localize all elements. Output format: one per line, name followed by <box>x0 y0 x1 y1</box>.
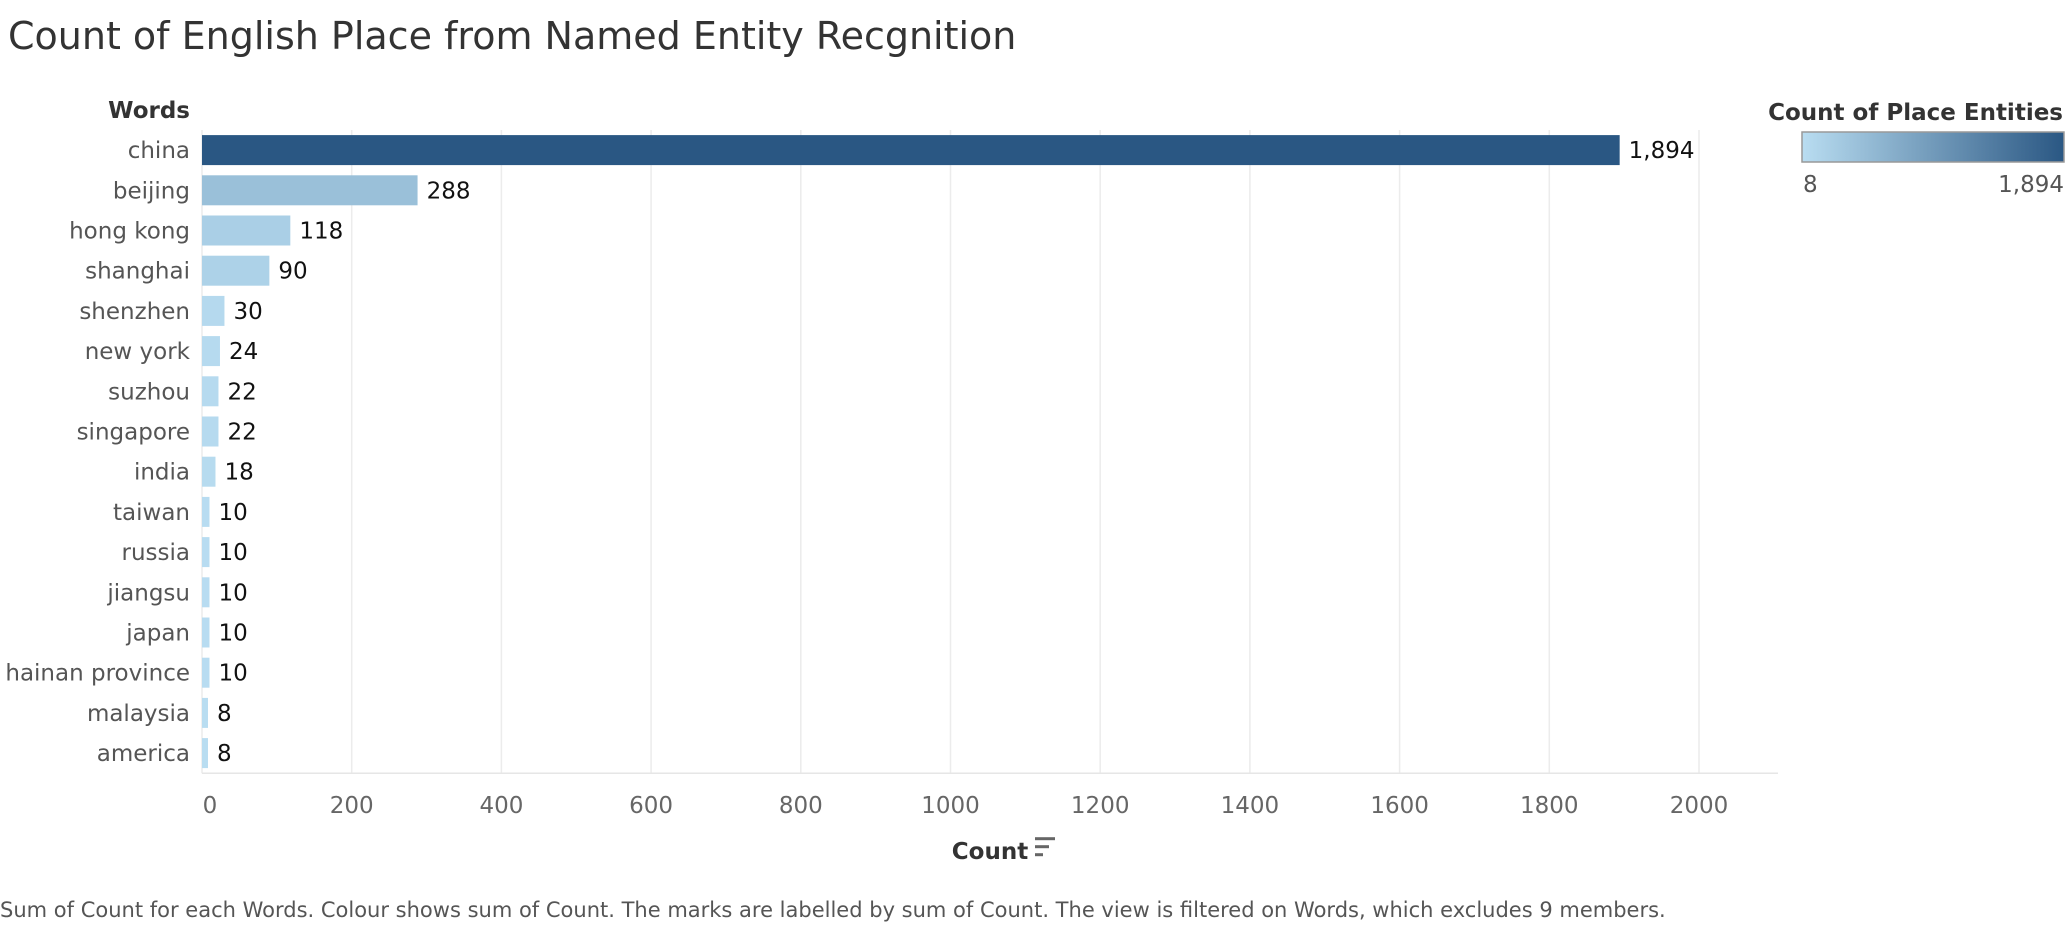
y-axis-title: Words <box>108 98 190 124</box>
category-label: hong kong <box>69 219 190 245</box>
category-label: hainan province <box>5 661 190 687</box>
data-label: 30 <box>233 299 262 325</box>
data-label: 1,894 <box>1629 138 1695 164</box>
legend-min-label: 8 <box>1803 172 1818 198</box>
bar[interactable] <box>202 416 219 447</box>
x-tick-label: 200 <box>330 793 374 819</box>
x-tick-label: 800 <box>779 793 823 819</box>
category-label: america <box>97 741 190 767</box>
bar[interactable] <box>202 738 208 769</box>
legend-color-ramp <box>1801 131 2065 163</box>
bar[interactable] <box>202 295 225 326</box>
x-tick-label: 2000 <box>1670 793 1729 819</box>
category-label: malaysia <box>87 701 190 727</box>
sort-descending-icon[interactable] <box>1035 837 1055 857</box>
bar[interactable] <box>202 336 220 367</box>
bar[interactable] <box>202 215 291 246</box>
x-tick-label: 400 <box>479 793 523 819</box>
bar[interactable] <box>202 175 418 206</box>
category-label: japan <box>125 621 190 647</box>
category-label: singapore <box>77 420 190 446</box>
category-label: new york <box>85 339 191 365</box>
bar[interactable] <box>202 617 210 648</box>
bar[interactable] <box>202 537 210 568</box>
bar[interactable] <box>202 496 210 527</box>
chart-title: Count of English Place from Named Entity… <box>8 14 1017 58</box>
category-label: jiangsu <box>106 580 190 606</box>
x-tick-label: 1200 <box>1071 793 1130 819</box>
x-tick-label: 1800 <box>1520 793 1579 819</box>
category-label: suzhou <box>108 379 190 405</box>
data-label: 10 <box>218 540 247 566</box>
chart-caption: Sum of Count for each Words. Colour show… <box>0 898 1666 922</box>
data-label: 288 <box>427 178 471 204</box>
bar[interactable] <box>202 577 210 608</box>
category-label: india <box>134 460 190 486</box>
category-label: beijing <box>113 178 190 204</box>
category-label: russia <box>122 540 190 566</box>
data-label: 10 <box>218 500 247 526</box>
data-label: 8 <box>217 741 232 767</box>
x-tick-label: 1600 <box>1370 793 1429 819</box>
data-label: 10 <box>218 580 247 606</box>
category-label: taiwan <box>113 500 190 526</box>
data-label: 90 <box>278 259 307 285</box>
data-label: 8 <box>217 701 232 727</box>
data-label: 22 <box>227 420 256 446</box>
data-label: 24 <box>229 339 258 365</box>
x-tick-label: 1000 <box>921 793 980 819</box>
category-label: shenzhen <box>79 299 190 325</box>
bar[interactable] <box>202 456 216 487</box>
x-axis-title: Count <box>952 839 1028 865</box>
x-tick-label: 600 <box>629 793 673 819</box>
bar[interactable] <box>202 697 208 728</box>
data-label: 10 <box>218 661 247 687</box>
legend-max-label: 1,894 <box>1998 172 2064 198</box>
data-label: 18 <box>224 460 253 486</box>
legend-title: Count of Place Entities <box>1768 100 2063 126</box>
x-tick-label: 1400 <box>1221 793 1280 819</box>
data-label: 22 <box>227 379 256 405</box>
bar[interactable] <box>202 657 210 688</box>
bar[interactable] <box>202 376 219 407</box>
data-label: 10 <box>218 621 247 647</box>
x-tick-label: 0 <box>203 793 218 819</box>
category-label: china <box>128 138 190 164</box>
category-label: shanghai <box>85 259 190 285</box>
bar[interactable] <box>202 255 270 286</box>
bar[interactable] <box>202 135 1620 166</box>
data-label: 118 <box>299 219 343 245</box>
